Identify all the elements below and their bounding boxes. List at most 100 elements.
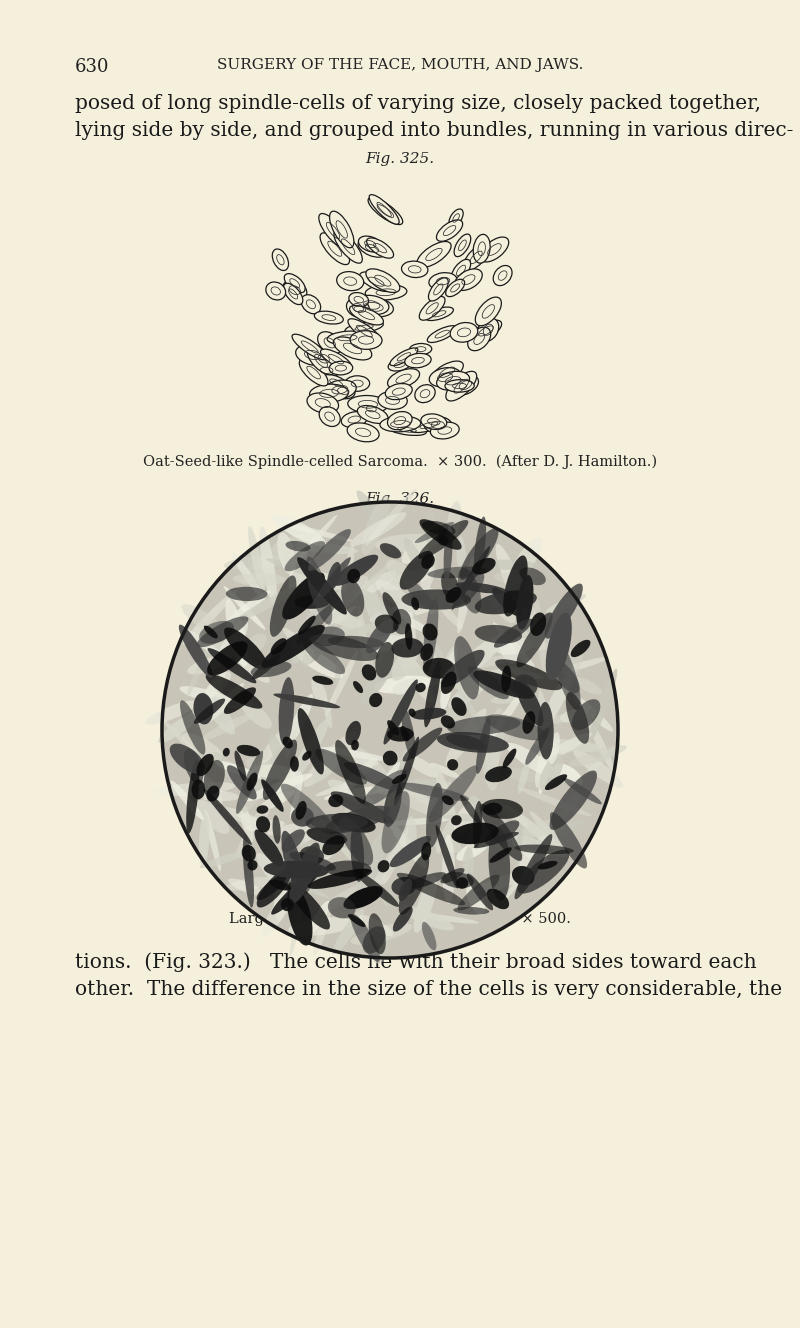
Ellipse shape (351, 740, 359, 750)
Ellipse shape (419, 519, 462, 550)
Ellipse shape (405, 623, 412, 649)
Ellipse shape (386, 384, 412, 400)
Ellipse shape (281, 784, 335, 835)
Ellipse shape (495, 659, 562, 691)
Ellipse shape (282, 829, 305, 853)
Ellipse shape (502, 749, 516, 768)
Ellipse shape (356, 831, 386, 902)
Ellipse shape (453, 572, 484, 606)
Ellipse shape (516, 680, 543, 726)
Ellipse shape (289, 572, 296, 610)
Text: 630: 630 (75, 58, 110, 76)
Ellipse shape (296, 344, 330, 365)
Ellipse shape (274, 693, 340, 708)
Ellipse shape (179, 687, 244, 709)
Ellipse shape (242, 701, 272, 729)
Ellipse shape (448, 676, 491, 708)
Ellipse shape (398, 782, 469, 801)
Ellipse shape (466, 795, 484, 826)
Ellipse shape (419, 296, 445, 320)
Ellipse shape (307, 806, 356, 866)
Ellipse shape (437, 372, 470, 390)
Ellipse shape (382, 834, 406, 884)
Ellipse shape (350, 331, 382, 349)
Ellipse shape (387, 720, 399, 736)
Ellipse shape (236, 633, 266, 661)
Ellipse shape (410, 418, 448, 433)
Ellipse shape (257, 875, 286, 900)
Ellipse shape (234, 750, 246, 782)
Ellipse shape (520, 599, 538, 628)
Ellipse shape (512, 866, 534, 886)
Ellipse shape (512, 566, 536, 603)
Ellipse shape (242, 845, 256, 862)
Ellipse shape (187, 656, 226, 675)
Ellipse shape (570, 745, 626, 766)
Ellipse shape (199, 850, 252, 869)
Ellipse shape (310, 384, 349, 402)
Ellipse shape (489, 827, 510, 900)
Ellipse shape (426, 510, 439, 572)
Ellipse shape (458, 568, 482, 614)
Ellipse shape (282, 831, 304, 892)
Ellipse shape (359, 915, 394, 936)
Ellipse shape (238, 764, 271, 814)
Ellipse shape (452, 374, 478, 396)
Ellipse shape (262, 732, 289, 786)
Ellipse shape (427, 834, 462, 853)
Ellipse shape (451, 259, 470, 282)
Ellipse shape (260, 728, 288, 765)
Ellipse shape (478, 317, 498, 341)
Ellipse shape (272, 514, 326, 546)
Ellipse shape (449, 208, 463, 227)
Ellipse shape (350, 825, 364, 882)
Ellipse shape (401, 726, 410, 741)
Ellipse shape (345, 376, 370, 392)
Ellipse shape (289, 851, 336, 871)
Ellipse shape (346, 299, 370, 317)
Ellipse shape (272, 248, 289, 271)
Ellipse shape (321, 349, 351, 369)
Ellipse shape (179, 624, 213, 677)
Ellipse shape (306, 814, 368, 831)
Ellipse shape (543, 811, 565, 838)
Ellipse shape (570, 640, 590, 657)
Ellipse shape (366, 284, 407, 300)
Ellipse shape (441, 571, 460, 603)
Ellipse shape (375, 580, 417, 612)
Ellipse shape (282, 280, 307, 300)
Ellipse shape (243, 773, 313, 802)
Ellipse shape (456, 582, 507, 594)
Ellipse shape (485, 821, 519, 845)
Ellipse shape (451, 697, 466, 716)
Ellipse shape (383, 750, 398, 766)
Ellipse shape (292, 645, 343, 679)
Ellipse shape (406, 667, 482, 689)
Ellipse shape (258, 790, 295, 811)
Ellipse shape (410, 344, 432, 355)
Ellipse shape (518, 761, 530, 794)
Ellipse shape (386, 559, 413, 583)
Ellipse shape (383, 680, 418, 745)
Ellipse shape (262, 625, 325, 668)
Ellipse shape (297, 558, 347, 615)
Ellipse shape (426, 784, 443, 847)
Ellipse shape (441, 716, 455, 729)
Ellipse shape (411, 598, 419, 610)
Ellipse shape (535, 732, 555, 788)
Ellipse shape (474, 831, 519, 849)
Ellipse shape (286, 695, 314, 745)
Ellipse shape (415, 385, 435, 402)
Ellipse shape (390, 823, 426, 869)
Ellipse shape (232, 552, 265, 600)
Ellipse shape (399, 596, 416, 661)
Ellipse shape (347, 568, 360, 583)
Ellipse shape (494, 637, 534, 655)
Ellipse shape (322, 835, 345, 855)
Ellipse shape (392, 679, 422, 695)
Ellipse shape (360, 571, 396, 595)
Ellipse shape (377, 773, 405, 795)
Ellipse shape (269, 616, 278, 651)
Ellipse shape (270, 639, 286, 655)
Ellipse shape (545, 774, 567, 790)
